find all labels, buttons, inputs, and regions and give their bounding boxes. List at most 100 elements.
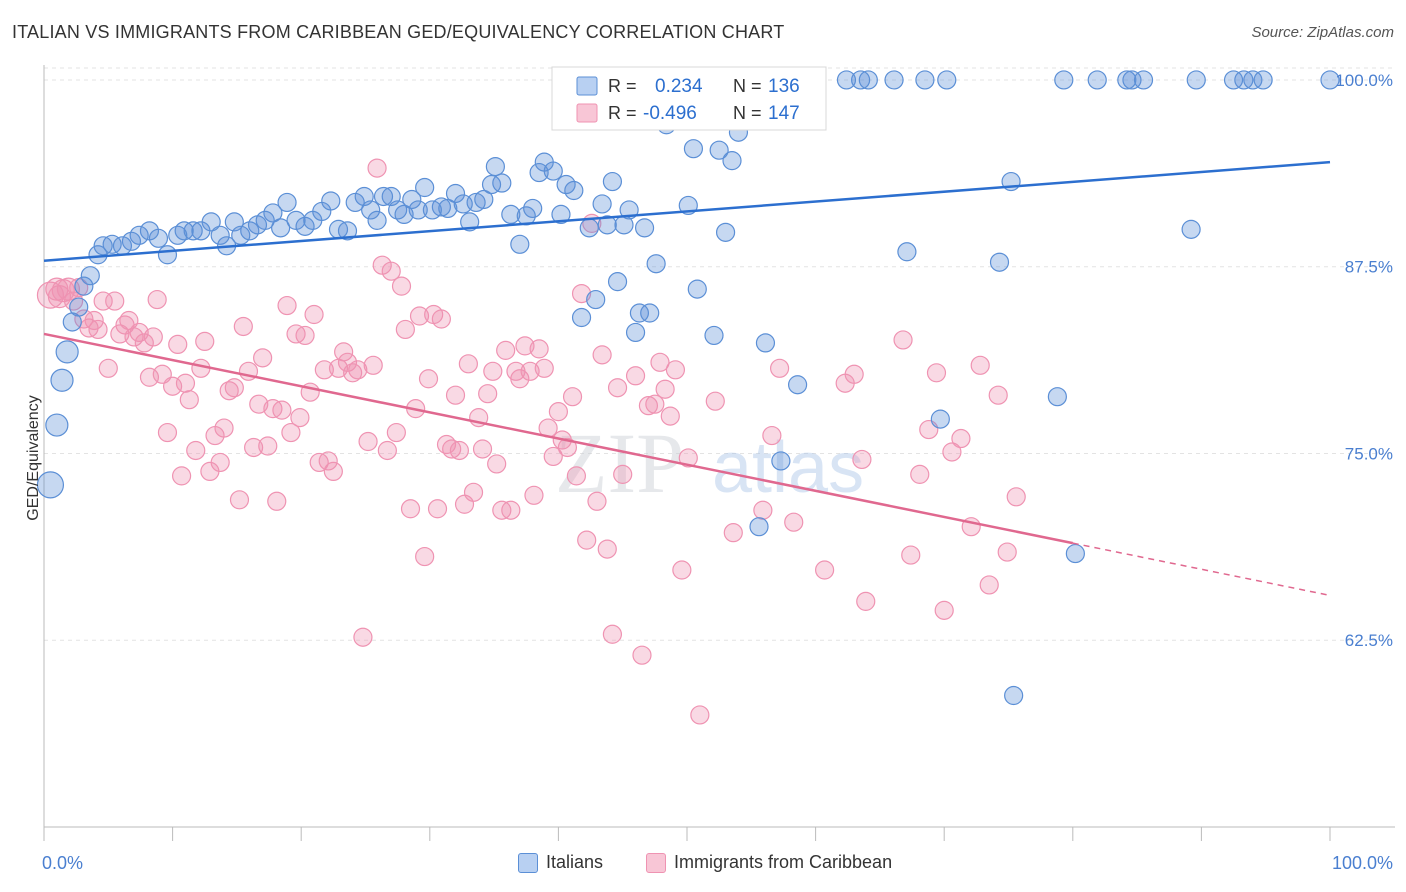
caribbean-point-101 bbox=[520, 361, 540, 381]
italian-point-89 bbox=[683, 139, 704, 159]
italian-point-71 bbox=[571, 307, 592, 328]
italian-point-81 bbox=[629, 303, 650, 323]
italian-point-61 bbox=[501, 204, 521, 225]
caribbean-point-113 bbox=[577, 530, 597, 550]
italian-point-105 bbox=[836, 70, 857, 90]
italian-point-74 bbox=[592, 194, 612, 214]
caribbean-point-66 bbox=[358, 431, 378, 452]
italian-point-25 bbox=[231, 225, 251, 245]
caribbean-point-147 bbox=[926, 363, 947, 383]
source-label: Source: ZipAtlas.com bbox=[1251, 24, 1394, 41]
italian-point-93 bbox=[709, 140, 729, 160]
x-tick-label-1: 100.0% bbox=[1332, 853, 1393, 873]
caribbean-point-32 bbox=[195, 331, 215, 352]
italian-point-72 bbox=[579, 218, 599, 238]
caribbean-point-49 bbox=[277, 295, 297, 316]
italian-point-21 bbox=[201, 212, 221, 232]
caribbean-point-121 bbox=[625, 366, 646, 386]
caribbean-point-53 bbox=[295, 325, 315, 346]
caribbean-point-10 bbox=[88, 319, 108, 340]
caribbean-point-148 bbox=[934, 600, 954, 620]
italian-point-95 bbox=[722, 151, 742, 171]
caribbean-point-82 bbox=[431, 309, 451, 329]
italian-point-80 bbox=[625, 322, 646, 343]
italian-point-116 bbox=[1047, 387, 1067, 407]
legend-swatch-caribbean bbox=[576, 103, 598, 123]
italian-point-57 bbox=[474, 189, 494, 210]
caribbean-point-138 bbox=[815, 560, 835, 580]
italian-point-13 bbox=[129, 225, 149, 245]
caribbean-point-111 bbox=[566, 466, 587, 486]
legend-item-italians: Italians bbox=[518, 852, 603, 873]
caribbean-point-12 bbox=[98, 358, 118, 378]
italian-point-103 bbox=[787, 375, 808, 395]
tick-labels: 62.5% 75.0% 87.5% 100.0% 0.0% 100.0% bbox=[42, 71, 1393, 873]
italian-point-42 bbox=[367, 210, 387, 230]
italian-trend-line bbox=[43, 160, 1331, 262]
caribbean-point-85 bbox=[445, 385, 466, 405]
italian-point-67 bbox=[543, 161, 563, 181]
caribbean-point-100 bbox=[515, 336, 535, 356]
italian-point-56 bbox=[466, 192, 486, 213]
italian-point-29 bbox=[263, 203, 283, 223]
italian-point-90 bbox=[687, 279, 707, 299]
italian-point-58 bbox=[481, 174, 502, 195]
italian-point-118 bbox=[1065, 543, 1085, 564]
legend-label-caribbean: Immigrants from Caribbean bbox=[674, 852, 893, 872]
italian-point-120 bbox=[1117, 70, 1137, 90]
caribbean-point-128 bbox=[665, 360, 686, 380]
watermark-zip: ZIP bbox=[555, 415, 684, 511]
caribbean-point-29 bbox=[179, 390, 199, 410]
caribbean-point-78 bbox=[415, 546, 435, 567]
legend-square-italians bbox=[518, 852, 538, 873]
caribbean-point-38 bbox=[224, 378, 244, 398]
caribbean-point-72 bbox=[386, 422, 406, 443]
caribbean-point-96 bbox=[496, 340, 516, 360]
italian-point-26 bbox=[240, 221, 260, 241]
caribbean-point-122 bbox=[632, 645, 652, 665]
italian-point-43 bbox=[373, 186, 394, 207]
italian-point-111 bbox=[930, 409, 950, 429]
italian-point-55 bbox=[460, 212, 480, 232]
legend-r-label-1: R = bbox=[608, 103, 637, 123]
caribbean-point-91 bbox=[472, 439, 493, 459]
italian-point-19 bbox=[183, 221, 203, 241]
italian-point-101 bbox=[771, 451, 791, 471]
y-tick-label-2: 87.5% bbox=[1345, 258, 1393, 277]
italian-point-98 bbox=[749, 517, 769, 537]
caribbean-point-136 bbox=[769, 358, 790, 378]
legend-r-value-1: -0.496 bbox=[643, 103, 697, 124]
italian-point-10 bbox=[102, 234, 122, 254]
italian-point-33 bbox=[295, 216, 315, 236]
caribbean-point-26 bbox=[168, 334, 188, 354]
italian-point-48 bbox=[408, 200, 428, 220]
italian-point-124 bbox=[1186, 70, 1206, 90]
caribbean-point-123 bbox=[638, 396, 659, 416]
caribbean-point-142 bbox=[856, 591, 876, 611]
legend-n-label-1: N = bbox=[733, 103, 762, 123]
caribbean-point-102 bbox=[524, 485, 544, 505]
italian-point-127 bbox=[1243, 70, 1263, 90]
caribbean-point-112 bbox=[571, 284, 592, 304]
caribbean-point-92 bbox=[478, 384, 498, 404]
italian-point-47 bbox=[402, 189, 422, 210]
caribbean-point-124 bbox=[645, 394, 665, 414]
italian-point-76 bbox=[602, 171, 623, 192]
italian-point-106 bbox=[851, 70, 871, 90]
italian-point-1 bbox=[45, 413, 69, 437]
caribbean-point-154 bbox=[988, 385, 1008, 405]
caribbean-point-14 bbox=[110, 324, 130, 344]
caribbean-point-93 bbox=[483, 361, 503, 381]
axes bbox=[43, 65, 1395, 841]
caribbean-point-39 bbox=[229, 490, 250, 510]
caribbean-point-152 bbox=[970, 355, 990, 375]
caribbean-point-144 bbox=[901, 545, 921, 565]
italian-point-30 bbox=[271, 218, 291, 238]
caribbean-point-115 bbox=[587, 491, 607, 511]
caribbean-point-73 bbox=[391, 276, 412, 296]
caribbean-point-89 bbox=[463, 482, 484, 502]
italian-point-110 bbox=[915, 70, 935, 90]
caribbean-point-150 bbox=[951, 428, 971, 449]
italian-point-41 bbox=[361, 200, 381, 220]
caribbean-point-156 bbox=[1006, 487, 1026, 507]
